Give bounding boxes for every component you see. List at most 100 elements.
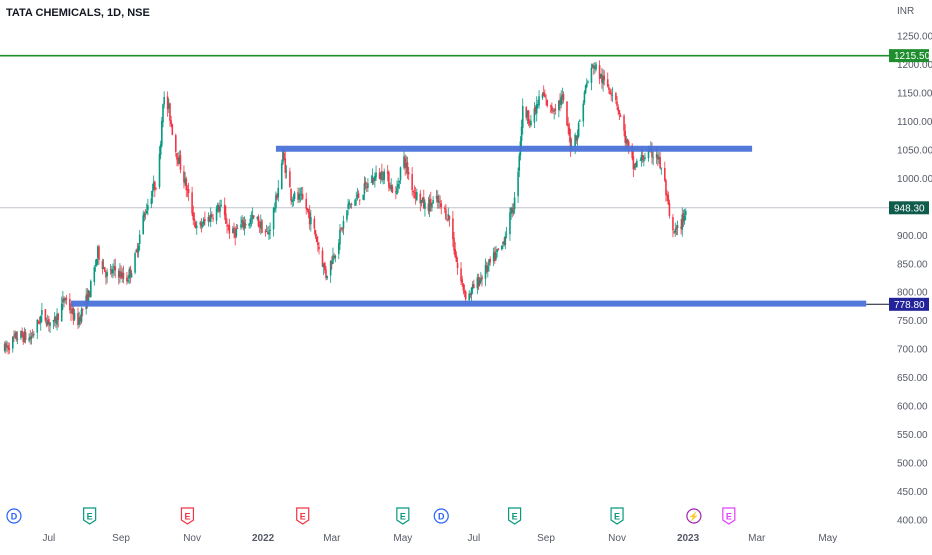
candle-body: [455, 255, 458, 263]
candle-body: [236, 228, 239, 229]
candle-body: [592, 66, 595, 69]
candle-body: [218, 206, 220, 212]
earnings-marker[interactable]: E: [83, 507, 97, 525]
candle-body: [473, 284, 475, 289]
candle-body: [617, 107, 620, 112]
candle-body: [308, 212, 311, 225]
candle-body: [60, 303, 63, 322]
candle-body: [643, 160, 645, 162]
candle-body: [137, 245, 140, 252]
candle-body: [95, 259, 98, 266]
candle-body: [370, 181, 373, 183]
candle-body: [112, 268, 114, 274]
candle-body: [443, 208, 446, 210]
candle-body: [53, 316, 56, 322]
candle-body: [463, 290, 466, 293]
earnings-marker[interactable]: E: [296, 507, 310, 525]
y-tick-label: 700.00: [897, 345, 928, 356]
candle-body: [682, 213, 685, 222]
support-resistance-zone: [275, 145, 753, 152]
candle-body: [166, 96, 169, 110]
candle-body: [326, 275, 328, 279]
candle-body: [398, 181, 401, 183]
candle-body: [647, 150, 650, 159]
candle-body: [192, 212, 195, 220]
candle-body: [24, 331, 27, 341]
candle-body: [494, 251, 496, 261]
candle-body: [615, 93, 617, 101]
candle-body: [185, 178, 188, 191]
candle-body: [158, 153, 161, 187]
candle-body: [560, 96, 562, 106]
candle-body: [357, 193, 360, 199]
candle-body: [585, 83, 588, 87]
candle-body: [266, 232, 269, 234]
candle-body: [73, 312, 76, 320]
candle-body: [31, 334, 34, 336]
candle-body: [72, 308, 75, 321]
candle-body: [79, 316, 82, 321]
earnings-marker[interactable]: E: [180, 507, 195, 525]
candle-body: [355, 198, 358, 199]
candle-body: [484, 265, 487, 280]
candle-body: [204, 218, 206, 221]
candle-body: [599, 73, 602, 78]
candle-body: [651, 147, 653, 158]
candle-body: [341, 228, 344, 230]
y-tick-label: 900.00: [897, 231, 928, 242]
candle-body: [298, 194, 301, 200]
event-letter: E: [87, 512, 93, 522]
candle-body: [289, 171, 291, 188]
candle-body: [257, 216, 260, 227]
earnings-marker[interactable]: E: [610, 507, 624, 525]
candle-body: [611, 94, 614, 96]
candle-body: [20, 331, 22, 338]
y-tick-label: 600.00: [897, 402, 928, 413]
candle-body: [147, 205, 149, 211]
event-letter: E: [614, 512, 620, 522]
candle-body: [259, 221, 262, 229]
candle-body: [215, 208, 218, 221]
candle-body: [625, 139, 628, 144]
candle-body: [201, 225, 204, 227]
candle-body: [285, 170, 288, 172]
candle-body: [602, 76, 604, 84]
candle-body: [606, 79, 609, 87]
candle-body: [347, 204, 349, 209]
candle-body: [310, 217, 312, 225]
candle-body: [546, 99, 549, 106]
candle-body: [374, 175, 376, 181]
candle-body: [363, 183, 366, 194]
candle-body: [87, 290, 90, 304]
candle-body: [553, 110, 555, 112]
earnings-marker[interactable]: E: [396, 507, 410, 525]
candle-body: [346, 210, 348, 220]
candle-body: [291, 199, 294, 202]
candle-body: [13, 335, 15, 338]
earnings-marker[interactable]: E: [722, 507, 736, 525]
dividend-marker[interactable]: D: [6, 508, 22, 524]
currency-label: INR: [897, 6, 914, 17]
candle-body: [342, 220, 345, 229]
dividend-marker[interactable]: D: [433, 508, 449, 524]
candle-body: [371, 176, 374, 184]
candle-body: [639, 159, 642, 161]
candle-body: [631, 145, 633, 158]
candle-body: [406, 162, 409, 173]
candle-body: [313, 218, 316, 229]
candle-body: [329, 260, 332, 276]
earnings-marker[interactable]: E: [508, 507, 522, 525]
candle-body: [154, 181, 156, 190]
candle-body: [251, 215, 254, 219]
candle-body: [162, 104, 164, 123]
candle-body: [86, 294, 89, 304]
candle-body: [36, 319, 39, 333]
candle-body: [232, 228, 234, 234]
candle-body: [489, 258, 491, 263]
candle-body: [268, 231, 270, 235]
y-tick-label: 550.00: [897, 430, 928, 441]
candle-body: [388, 172, 390, 188]
split-marker[interactable]: ⚡: [686, 508, 702, 524]
